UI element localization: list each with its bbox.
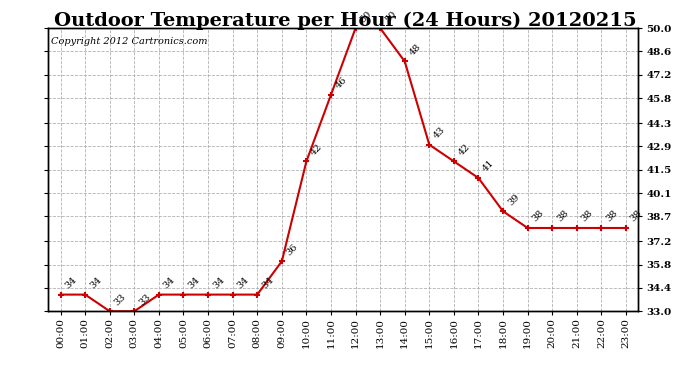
Text: 42: 42 — [309, 142, 324, 157]
Text: 39: 39 — [506, 192, 521, 207]
Text: 38: 38 — [580, 209, 595, 224]
Text: 34: 34 — [260, 275, 275, 290]
Text: 38: 38 — [531, 209, 546, 224]
Text: Copyright 2012 Cartronics.com: Copyright 2012 Cartronics.com — [51, 37, 208, 46]
Text: 34: 34 — [186, 275, 201, 290]
Text: 50: 50 — [383, 9, 398, 24]
Text: 38: 38 — [629, 209, 644, 224]
Text: 42: 42 — [457, 142, 472, 157]
Text: 34: 34 — [161, 275, 177, 290]
Text: 34: 34 — [211, 275, 226, 290]
Text: 33: 33 — [112, 292, 128, 307]
Text: 38: 38 — [604, 209, 619, 224]
Text: 46: 46 — [334, 75, 349, 91]
Text: 50: 50 — [358, 9, 373, 24]
Text: 36: 36 — [284, 242, 299, 257]
Text: Outdoor Temperature per Hour (24 Hours) 20120215: Outdoor Temperature per Hour (24 Hours) … — [54, 11, 636, 30]
Text: 34: 34 — [88, 275, 103, 290]
Text: 34: 34 — [235, 275, 250, 290]
Text: 34: 34 — [63, 275, 79, 290]
Text: 48: 48 — [408, 42, 422, 57]
Text: 33: 33 — [137, 292, 152, 307]
Text: 41: 41 — [481, 159, 496, 174]
Text: 43: 43 — [432, 125, 447, 141]
Text: 38: 38 — [555, 209, 570, 224]
